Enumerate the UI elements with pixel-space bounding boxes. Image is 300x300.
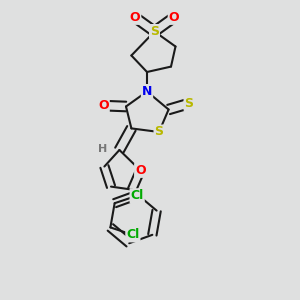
Text: O: O xyxy=(169,11,179,24)
Text: S: S xyxy=(184,97,194,110)
Text: O: O xyxy=(130,11,140,24)
Text: O: O xyxy=(98,99,109,112)
Text: H: H xyxy=(98,143,107,154)
Text: S: S xyxy=(150,25,159,38)
Text: O: O xyxy=(135,164,146,177)
Text: S: S xyxy=(154,125,164,139)
Text: N: N xyxy=(142,85,152,98)
Text: Cl: Cl xyxy=(126,228,140,242)
Text: Cl: Cl xyxy=(130,189,144,202)
